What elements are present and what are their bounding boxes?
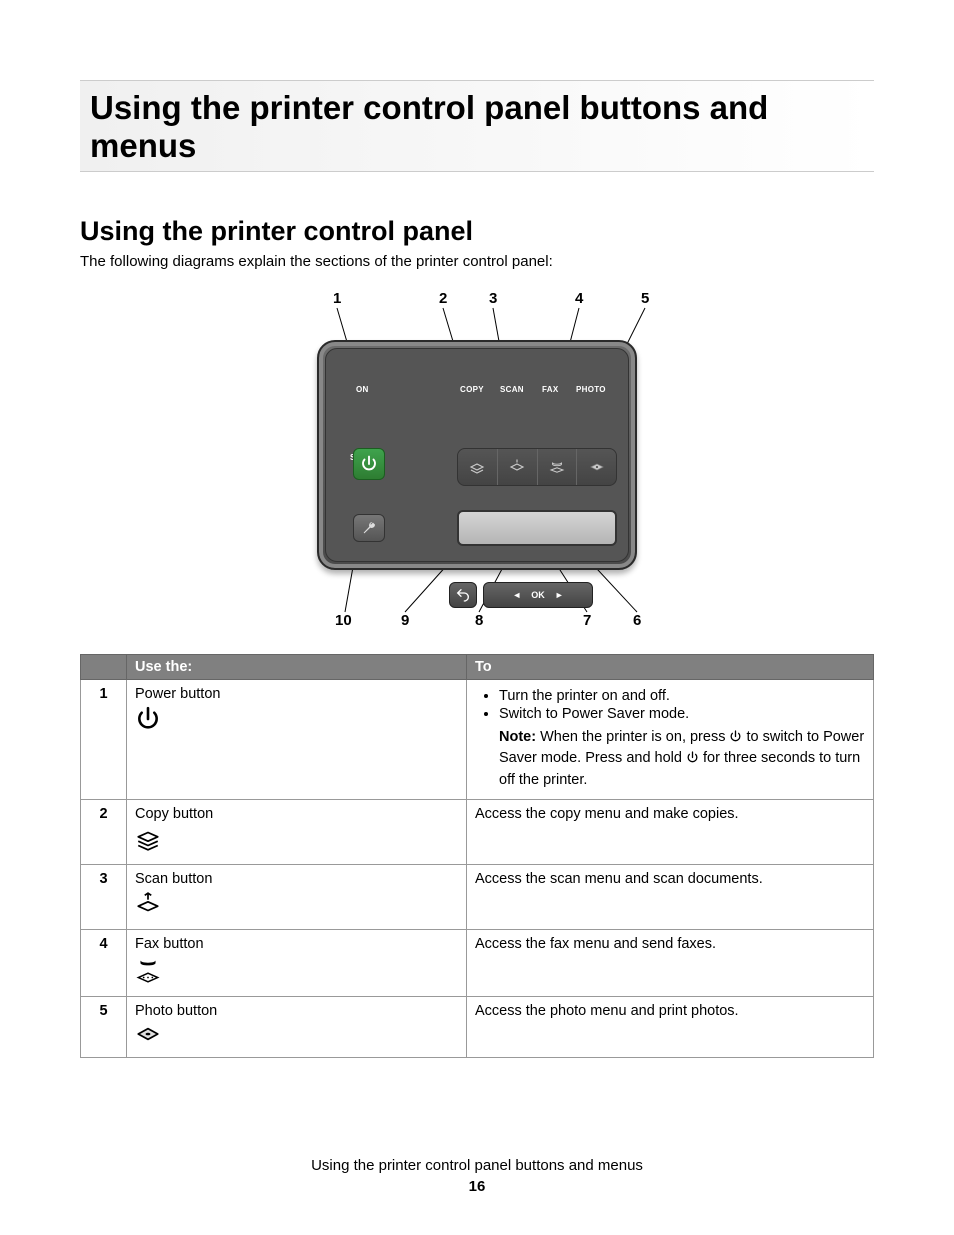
power-icon	[135, 706, 458, 736]
copy-button[interactable]	[458, 449, 498, 485]
back-button[interactable]	[449, 582, 477, 608]
button-name: Scan button	[135, 871, 458, 887]
fax-button[interactable]	[538, 449, 578, 485]
photo-button[interactable]	[577, 449, 616, 485]
page-number: 16	[0, 1178, 954, 1195]
back-arrow-icon	[455, 587, 471, 603]
nav-ok-group[interactable]: ◄ OK ►	[483, 582, 593, 608]
copy-icon	[135, 826, 458, 856]
nav-right-arrow: ►	[555, 590, 564, 600]
callout-7: 7	[583, 612, 591, 629]
callout-4: 4	[575, 290, 583, 307]
chapter-title: Using the printer control panel buttons …	[80, 80, 874, 172]
row-num: 4	[81, 929, 127, 996]
table-row: 3 Scan button Access the scan menu and s…	[81, 864, 874, 929]
callout-1: 1	[333, 290, 341, 307]
footer-title: Using the printer control panel buttons …	[0, 1157, 954, 1174]
callout-8: 8	[475, 612, 483, 629]
button-name: Photo button	[135, 1003, 458, 1019]
row-num: 2	[81, 799, 127, 864]
fax-icon	[135, 956, 458, 988]
button-reference-table: Use the: To 1 Power button Turn the prin…	[80, 654, 874, 1058]
to-text: Access the scan menu and scan documents.	[467, 864, 874, 929]
callout-10: 10	[335, 612, 352, 629]
callout-2: 2	[439, 290, 447, 307]
button-name: Power button	[135, 686, 458, 702]
photo-icon	[588, 458, 606, 476]
power-button[interactable]	[353, 448, 385, 480]
to-text: Access the fax menu and send faxes.	[467, 929, 874, 996]
table-row: 4 Fax button Access the fax menu and sen…	[81, 929, 874, 996]
panel-label-on: ON	[356, 385, 369, 394]
th-blank	[81, 654, 127, 679]
section-title: Using the printer control panel	[80, 216, 874, 247]
control-panel-diagram: 1 2 3 4 5 ON	[80, 290, 874, 630]
callout-9: 9	[401, 612, 409, 629]
to-text: Access the copy menu and make copies.	[467, 799, 874, 864]
table-row: 5 Photo button Access the photo menu and…	[81, 996, 874, 1057]
nav-left-arrow: ◄	[512, 590, 521, 600]
table-row: 1 Power button Turn the printer on and o…	[81, 679, 874, 799]
th-use: Use the:	[127, 654, 467, 679]
table-row: 2 Copy button Access the copy menu and m…	[81, 799, 874, 864]
power-icon	[360, 455, 378, 473]
panel-label-fax: FAX	[542, 385, 558, 394]
scan-button[interactable]	[498, 449, 538, 485]
callout-5: 5	[641, 290, 649, 307]
panel-label-copy: COPY	[460, 385, 484, 394]
row-num: 5	[81, 996, 127, 1057]
scan-icon	[508, 458, 526, 476]
callout-3: 3	[489, 290, 497, 307]
wrench-icon	[361, 520, 377, 536]
lcd-display	[457, 510, 617, 546]
th-to: To	[467, 654, 874, 679]
row-num: 1	[81, 679, 127, 799]
row-num: 3	[81, 864, 127, 929]
nav-ok-label: OK	[531, 590, 545, 600]
note-text: Note: When the printer is on, press to s…	[475, 728, 865, 791]
power-icon	[729, 730, 742, 750]
button-name: Fax button	[135, 936, 458, 952]
panel-label-scan: SCAN	[500, 385, 524, 394]
printer-panel: ON SETUP COPY SCAN FAX PHOTO	[317, 340, 637, 570]
page-footer: Using the printer control panel buttons …	[0, 1157, 954, 1195]
scan-icon	[135, 891, 458, 921]
copy-icon	[468, 458, 486, 476]
photo-icon	[135, 1023, 458, 1049]
intro-text: The following diagrams explain the secti…	[80, 253, 874, 270]
callout-6: 6	[633, 612, 641, 629]
to-bullet: Switch to Power Saver mode.	[499, 706, 865, 722]
power-icon	[686, 751, 699, 771]
panel-label-photo: PHOTO	[576, 385, 606, 394]
to-text: Access the photo menu and print photos.	[467, 996, 874, 1057]
mode-buttons	[457, 448, 617, 486]
to-bullet: Turn the printer on and off.	[499, 688, 865, 704]
button-name: Copy button	[135, 806, 458, 822]
fax-icon	[548, 458, 566, 476]
setup-button[interactable]	[353, 514, 385, 542]
